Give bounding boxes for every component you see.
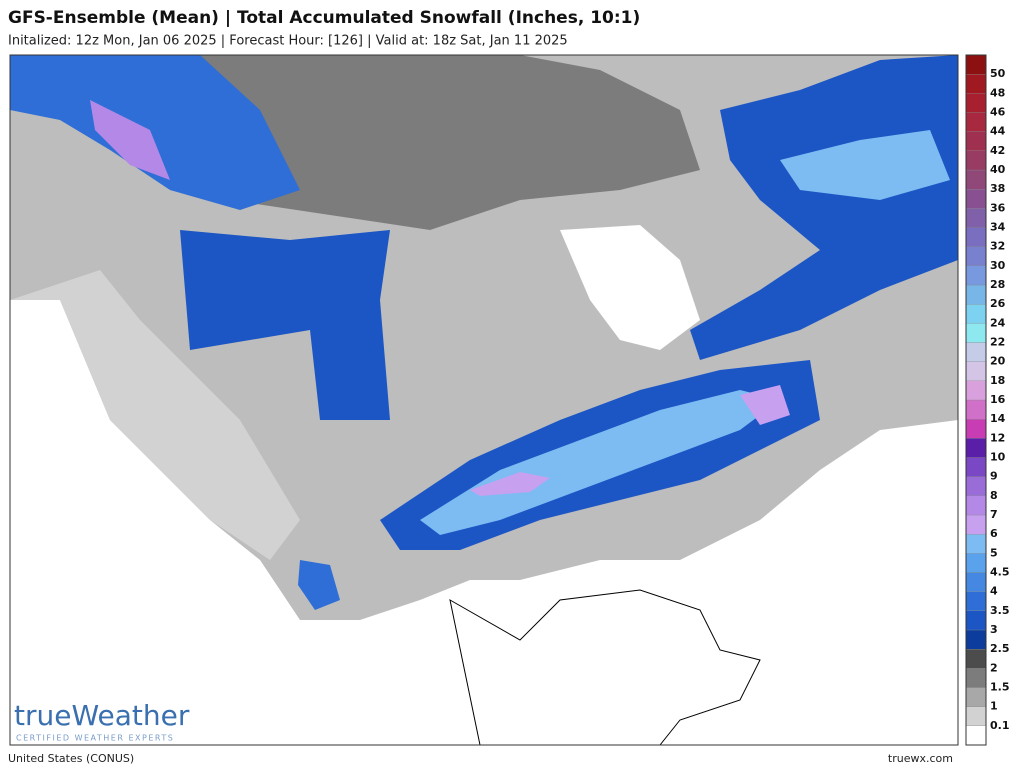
snow-band-core xyxy=(420,390,780,535)
legend-swatch xyxy=(965,93,987,113)
legend-swatch xyxy=(965,208,987,228)
legend-swatch xyxy=(965,74,987,94)
legend-label: 26 xyxy=(990,297,1006,310)
legend-swatch xyxy=(965,284,987,305)
legend-label: 38 xyxy=(990,182,1005,195)
subtitle: Initalized: 12z Mon, Jan 06 2025 | Forec… xyxy=(8,34,568,49)
legend-label: 22 xyxy=(990,336,1005,349)
legend-swatch xyxy=(965,169,987,190)
legend-label: 3.5 xyxy=(990,604,1010,617)
snow-band xyxy=(298,560,340,610)
legend-label: 20 xyxy=(990,355,1006,368)
map xyxy=(10,55,958,745)
legend-label: 36 xyxy=(990,201,1006,214)
legend-label: 18 xyxy=(990,374,1005,387)
legend-swatch xyxy=(965,265,987,286)
legend-swatch xyxy=(965,419,987,439)
snow-band xyxy=(10,55,300,210)
legend-label: 1 xyxy=(990,700,998,713)
great-lakes xyxy=(560,225,700,350)
legend-swatch xyxy=(965,189,987,209)
legend-label: 1.5 xyxy=(990,681,1010,694)
legend-swatch xyxy=(965,457,987,477)
legend-label: 30 xyxy=(990,259,1006,272)
legend-swatch xyxy=(965,725,987,746)
legend-swatch xyxy=(965,246,987,266)
legend-label: 2 xyxy=(990,661,998,674)
legend-label: 46 xyxy=(990,106,1006,119)
no-snow-area xyxy=(10,300,958,745)
legend-swatch xyxy=(965,534,987,554)
legend-label: 12 xyxy=(990,431,1005,444)
colorbar-frame xyxy=(965,54,987,746)
legend-label: 4 xyxy=(990,585,998,598)
legend-swatch xyxy=(965,54,987,75)
legend-label: 32 xyxy=(990,240,1005,253)
legend-swatch xyxy=(965,495,987,516)
snow-band xyxy=(780,130,950,200)
heavy-snow xyxy=(740,385,790,425)
legend-label: 3 xyxy=(990,623,998,636)
snow-band xyxy=(180,230,390,420)
legend-label: 8 xyxy=(990,489,998,502)
legend-swatch xyxy=(965,610,987,631)
legend-label: 24 xyxy=(990,316,1006,329)
legend-label: 50 xyxy=(990,67,1006,80)
legend-label: 9 xyxy=(990,470,998,483)
legend-swatch xyxy=(965,476,987,496)
legend-swatch xyxy=(965,572,987,592)
legend-label: 0.1 xyxy=(990,719,1010,732)
legend-swatch xyxy=(965,323,987,343)
legend-swatch xyxy=(965,304,987,324)
legend-label: 14 xyxy=(990,412,1006,425)
legend-label: 10 xyxy=(990,451,1006,464)
logo-tagline: CERTIFIED WEATHER EXPERTS xyxy=(16,734,174,743)
legend-swatch xyxy=(965,553,987,573)
legend-swatch xyxy=(965,514,987,535)
legend-swatch xyxy=(965,361,987,381)
heavy-snow xyxy=(470,472,550,496)
legend-label: 4.5 xyxy=(990,566,1010,579)
legend-swatch xyxy=(965,668,987,688)
legend-label: 34 xyxy=(990,221,1006,234)
legend-label: 40 xyxy=(990,163,1006,176)
legend-label: 16 xyxy=(990,393,1006,406)
legend-swatch xyxy=(965,591,987,611)
light-snow-area xyxy=(10,270,300,560)
legend-swatch xyxy=(965,342,987,362)
footer-region: United States (CONUS) xyxy=(8,752,134,765)
legend-swatch xyxy=(965,131,987,151)
legend-swatch xyxy=(965,399,987,420)
map-frame xyxy=(9,54,959,746)
legend-label: 42 xyxy=(990,144,1005,157)
coastline xyxy=(449,589,761,745)
legend-label: 28 xyxy=(990,278,1005,291)
legend-swatch xyxy=(965,438,987,458)
dark-snow-area xyxy=(180,55,700,230)
colorbar: 0.1 1 1.5 2 2.5 3 3.5 4 4.5 5 6 7 8 9 10 12 14 16 18 20 22 24… xyxy=(965,54,1010,746)
legend-swatch xyxy=(965,112,987,132)
footer-site: truewx.com xyxy=(888,752,953,765)
legend-swatch xyxy=(965,150,987,171)
legend-label: 5 xyxy=(990,546,998,559)
heavy-snow xyxy=(90,100,170,180)
legend-swatch xyxy=(965,649,987,669)
legend-swatch xyxy=(965,227,987,247)
legend-swatch xyxy=(965,380,987,401)
legend-swatch xyxy=(965,629,987,650)
logo-name: trueWeather xyxy=(14,699,190,732)
legend-label: 6 xyxy=(990,527,998,540)
legend-label: 48 xyxy=(990,86,1005,99)
legend-label: 44 xyxy=(990,125,1006,138)
legend-label: 2.5 xyxy=(990,642,1010,655)
snow-band xyxy=(690,55,958,360)
legend-swatch xyxy=(965,687,987,707)
legend-label: 7 xyxy=(990,508,998,521)
legend-swatch xyxy=(965,706,987,726)
title: GFS-Ensemble (Mean) | Total Accumulated … xyxy=(8,8,640,28)
